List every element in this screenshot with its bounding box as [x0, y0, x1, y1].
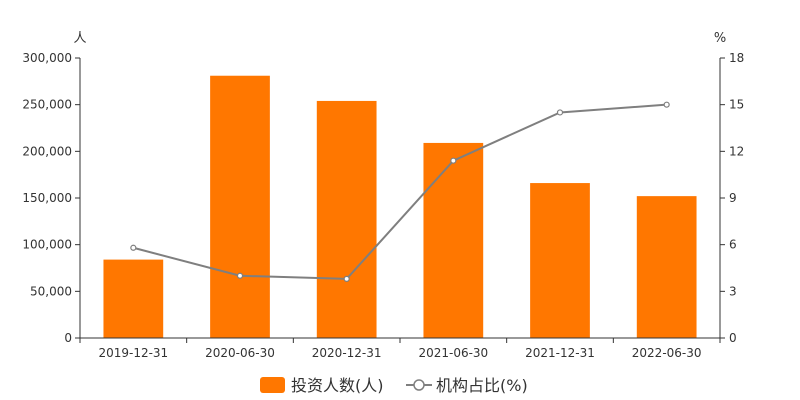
left-axis-ticks: 0 50,000 100,000 150,000 200,000 250,000 300,0…	[22, 51, 80, 345]
left-tick-label: 50,000	[30, 284, 72, 298]
bar	[210, 75, 270, 338]
x-axis-ticks: 2019-12-31 2020-06-30 2020-12-31 2021-06-30…	[79, 338, 721, 360]
line-series	[130, 101, 670, 282]
right-tick-label: 15	[729, 98, 744, 112]
line-point	[663, 101, 670, 108]
bar	[636, 196, 697, 338]
right-axis-unit: %	[714, 31, 726, 46]
legend-line-label: 机构占比(%)	[436, 376, 528, 395]
legend-item-bar[interactable]: 投资人数(人)	[260, 376, 384, 395]
legend-item-line[interactable]: 机构占比(%)	[406, 376, 528, 395]
right-axis-ticks: 0 3 6 9 12 15 18	[720, 51, 744, 345]
bar	[316, 100, 377, 338]
x-tick-label: 2021-12-31	[525, 346, 595, 360]
left-tick-label: 150,000	[22, 191, 72, 205]
legend-line-marker	[413, 379, 425, 391]
x-tick-label: 2022-06-30	[632, 346, 702, 360]
left-tick-label: 100,000	[22, 238, 72, 252]
line-point	[450, 157, 457, 164]
left-tick-label: 200,000	[22, 144, 72, 158]
legend-bar-swatch	[260, 377, 285, 393]
left-tick-label: 0	[64, 331, 72, 345]
bar	[530, 183, 590, 338]
series-line	[133, 103, 667, 280]
legend-bar-label: 投资人数(人)	[291, 376, 384, 395]
legend: 投资人数(人) 机构占比(%)	[260, 376, 528, 395]
left-axis-unit: 人	[73, 31, 86, 46]
line-point	[556, 109, 564, 116]
right-tick-label: 9	[729, 191, 737, 205]
right-tick-label: 12	[729, 144, 744, 158]
right-tick-label: 6	[729, 238, 737, 252]
line-point	[343, 275, 350, 282]
x-tick-label: 2020-06-30	[205, 346, 275, 360]
right-tick-label: 18	[729, 51, 744, 65]
x-tick-label: 2019-12-31	[98, 346, 168, 360]
axes: 人 %	[73, 31, 726, 339]
bar-series	[103, 75, 697, 338]
x-tick-label: 2021-06-30	[418, 346, 488, 360]
bar	[103, 259, 164, 338]
left-tick-label: 300,000	[22, 51, 72, 65]
left-tick-label: 250,000	[22, 98, 72, 112]
bar	[423, 142, 484, 338]
x-tick-label: 2020-12-31	[312, 346, 382, 360]
line-point	[236, 272, 244, 279]
right-tick-label: 3	[729, 284, 737, 298]
line-point	[130, 244, 137, 251]
right-tick-label: 0	[729, 331, 737, 345]
